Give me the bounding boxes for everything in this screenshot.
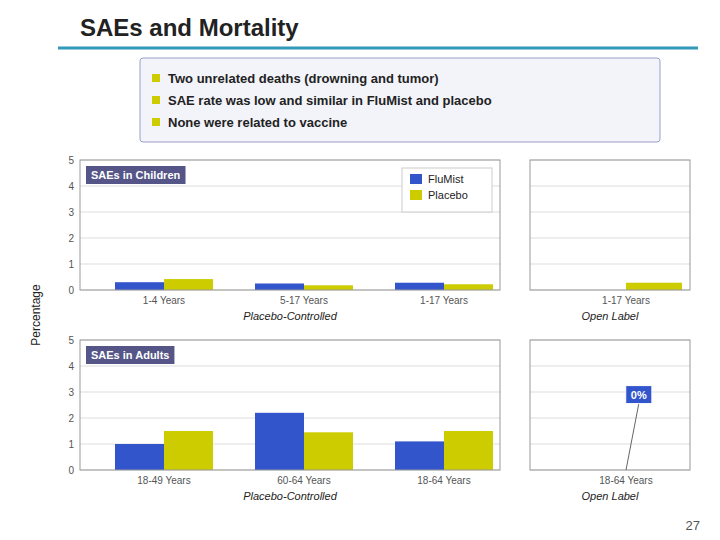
x-axis-label: Open Label bbox=[582, 490, 639, 502]
y-tick-label: 4 bbox=[68, 361, 74, 372]
y-tick-label: 0 bbox=[68, 285, 74, 296]
legend-swatch bbox=[410, 174, 422, 184]
bar bbox=[444, 431, 493, 470]
bullet-marker bbox=[152, 96, 160, 104]
x-tick-label: 1-4 Years bbox=[143, 295, 185, 306]
panel-title: SAEs in Adults bbox=[91, 349, 169, 361]
y-tick-label: 3 bbox=[68, 207, 74, 218]
x-tick-label: 5-17 Years bbox=[280, 295, 328, 306]
x-tick-label: 1-17 Years bbox=[602, 295, 650, 306]
grid-line bbox=[530, 418, 690, 419]
bars bbox=[115, 413, 493, 470]
bar bbox=[395, 283, 444, 290]
y-tick-label: 1 bbox=[68, 259, 74, 270]
bars bbox=[115, 279, 493, 290]
x-tick-label: 18-64 Years bbox=[599, 475, 652, 486]
y-tick-label: 4 bbox=[68, 181, 74, 192]
legend-label: Placebo bbox=[428, 189, 468, 201]
x-tick-label: 60-64 Years bbox=[277, 475, 330, 486]
y-tick-label: 2 bbox=[68, 413, 74, 424]
grid-line bbox=[530, 238, 690, 239]
y-tick-label: 5 bbox=[68, 335, 74, 346]
grid-line bbox=[530, 212, 690, 213]
x-axis-label: Open Label bbox=[582, 310, 639, 322]
legend-swatch bbox=[410, 190, 422, 200]
y-tick-label: 1 bbox=[68, 439, 74, 450]
x-tick-label: 1-17 Years bbox=[420, 295, 468, 306]
plot-background bbox=[530, 340, 690, 470]
bar bbox=[395, 441, 444, 470]
panel: 0 1 2 3 4 5 18-49 Years 60-64 Years 18-64 Years S… bbox=[68, 335, 500, 503]
bullet-text: SAE rate was low and similar in FluMist … bbox=[168, 93, 492, 108]
x-tick-label: 18-64 Years bbox=[417, 475, 470, 486]
plot-background bbox=[80, 160, 500, 290]
bar bbox=[115, 444, 164, 470]
grid-line bbox=[530, 392, 690, 393]
grid-line bbox=[530, 366, 690, 367]
panel: 18-64 Years Open Label 0% bbox=[530, 340, 690, 502]
slide-title: SAEs and Mortality bbox=[80, 14, 299, 41]
legend: FluMist Placebo bbox=[402, 168, 492, 212]
annotation-line bbox=[626, 404, 639, 470]
y-tick-label: 0 bbox=[68, 465, 74, 476]
bar bbox=[164, 431, 213, 470]
panel: 1-17 Years Open Label bbox=[530, 160, 690, 322]
plot-frame bbox=[80, 340, 500, 470]
bar bbox=[115, 282, 164, 290]
bars bbox=[626, 283, 682, 290]
plot-frame bbox=[80, 160, 500, 290]
panel: 0 1 2 3 4 5 1-4 Years 5-17 Years 1-17 Years SAEs … bbox=[68, 155, 500, 323]
bullet-marker bbox=[152, 118, 160, 126]
slide-number: 27 bbox=[686, 518, 700, 533]
grid-line bbox=[530, 186, 690, 187]
panel-title: SAEs in Children bbox=[91, 169, 181, 181]
title-divider bbox=[58, 47, 698, 50]
annotation-text: 0% bbox=[631, 389, 647, 401]
panel-title-box bbox=[86, 166, 186, 184]
bullet-marker bbox=[152, 74, 160, 82]
bar bbox=[255, 413, 304, 470]
bar bbox=[164, 279, 213, 290]
plot-frame bbox=[530, 340, 690, 470]
y-axis-label: Percentage bbox=[29, 284, 43, 346]
x-tick-label: 18-49 Years bbox=[137, 475, 190, 486]
legend-box bbox=[402, 168, 492, 212]
grid-line bbox=[80, 264, 500, 265]
bullet-box bbox=[140, 58, 660, 142]
bullet-text: None were related to vaccine bbox=[168, 115, 347, 130]
grid-line bbox=[80, 392, 500, 393]
plot-frame bbox=[530, 160, 690, 290]
bar bbox=[626, 283, 682, 290]
legend-label: FluMist bbox=[428, 173, 463, 185]
bar bbox=[444, 284, 493, 290]
y-tick-label: 3 bbox=[68, 387, 74, 398]
grid-line bbox=[80, 238, 500, 239]
y-tick-label: 2 bbox=[68, 233, 74, 244]
y-tick-label: 5 bbox=[68, 155, 74, 166]
x-axis-label: Placebo-Controlled bbox=[243, 490, 337, 502]
bullet-text: Two unrelated deaths (drowning and tumor… bbox=[168, 71, 439, 86]
grid-line bbox=[80, 366, 500, 367]
bar bbox=[304, 285, 353, 290]
x-axis-label: Placebo-Controlled bbox=[243, 310, 337, 322]
plot-background bbox=[530, 160, 690, 290]
grid-line bbox=[530, 264, 690, 265]
panel-title-box bbox=[86, 346, 174, 364]
slide: SAEs and Mortality Two unrelated deaths (… bbox=[0, 0, 720, 540]
grid-line bbox=[530, 444, 690, 445]
bar bbox=[304, 432, 353, 470]
bar bbox=[255, 284, 304, 291]
annotation-box bbox=[626, 386, 652, 404]
plot-background bbox=[80, 340, 500, 470]
